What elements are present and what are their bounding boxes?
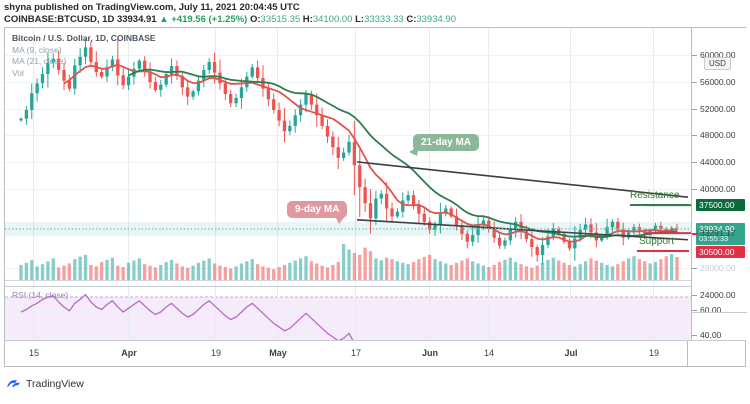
axis-tick xyxy=(692,109,697,110)
annotation-9-day-ma: 9-day MA xyxy=(287,201,348,218)
support-label: Support xyxy=(639,236,675,247)
resistance-price-tag[interactable]: 37500.00 xyxy=(696,199,745,212)
time-axis-label: May xyxy=(269,348,287,358)
rsi-axis-tick xyxy=(692,310,697,311)
price-pane-legend: Bitcoin / U.S. Dollar, 1D, COINBASE MA (… xyxy=(12,33,156,79)
legend-rsi: RSI (14, close) xyxy=(12,290,69,300)
annotation-21-day-ma: 21-day MA xyxy=(413,134,480,151)
brand-label: TradingView xyxy=(26,378,84,390)
current-price-value: 33934.90 xyxy=(699,223,735,234)
price-axis-label: 60000.00 xyxy=(700,50,736,61)
price-axis-label: 28000.00 xyxy=(700,263,736,274)
time-axis-label: 19 xyxy=(648,348,660,358)
time-axis-label: 14 xyxy=(483,348,495,358)
support-axis-marker xyxy=(692,233,698,235)
price-axis[interactable]: 60000.00 56000.00 52000.00 48000.00 44000.00… xyxy=(691,28,747,367)
chart-frame: Bitcoin / U.S. Dollar, 1D, COINBASE MA (… xyxy=(4,27,747,367)
price-change: +419.56 (+1.25%) xyxy=(171,14,248,25)
current-price-tag[interactable]: 33934.90 03:55:33 xyxy=(696,222,745,245)
currency-badge: USD xyxy=(704,57,731,70)
chart-header: shyna published on TradingView.com, July… xyxy=(4,2,746,26)
resistance-label: Resistance xyxy=(630,190,680,201)
legend-ma-fast: MA (9, close) xyxy=(12,44,62,55)
time-axis[interactable]: 15 Apr 19 May 17 Jun 14 Jul 19 xyxy=(4,340,746,367)
time-axis-label: 15 xyxy=(28,348,40,358)
tradingview-logo-icon xyxy=(7,380,20,387)
price-axis-label: 52000.00 xyxy=(700,103,736,114)
last-price: 33934.91 xyxy=(116,14,157,25)
time-axis-label: Jul xyxy=(564,348,578,358)
time-axis-label: 17 xyxy=(350,348,362,358)
quote-line: COINBASE:BTCUSD, 1D 33934.91 ▲ +419.56 (… xyxy=(4,14,746,26)
legend-ma-slow: MA (21, close) xyxy=(12,56,67,66)
low-label: L: xyxy=(355,14,365,25)
symbol-label[interactable]: COINBASE:BTCUSD, 1D xyxy=(4,14,115,25)
high-label: H: xyxy=(302,14,313,25)
price-axis-label: 40000.00 xyxy=(700,183,736,194)
price-axis-label: 24000.00 xyxy=(700,290,736,300)
bar-close-countdown: 03:55:33 xyxy=(699,233,729,243)
legend-title: Bitcoin / U.S. Dollar, 1D, COINBASE xyxy=(12,33,156,43)
rsi-axis-label: 60.00 xyxy=(700,304,722,315)
resistance-underline xyxy=(630,204,688,206)
close-value: 33934.90 xyxy=(416,14,456,25)
rsi-plot[interactable] xyxy=(5,287,691,367)
footer: TradingView xyxy=(6,378,84,390)
high-value: 34100.00 xyxy=(312,14,353,25)
open-label: O: xyxy=(249,14,261,25)
rsi-axis-tick xyxy=(692,335,697,336)
open-value: 33515.35 xyxy=(260,14,301,25)
publication-line: shyna published on TradingView.com, July… xyxy=(4,2,746,14)
price-axis-label: 48000.00 xyxy=(700,130,736,141)
time-axis-divider xyxy=(687,341,688,367)
legend-volume: Vol xyxy=(12,67,24,78)
axis-tick xyxy=(692,55,697,56)
time-axis-label: 19 xyxy=(210,348,222,358)
rsi-axis-label: 40.00 xyxy=(700,329,722,340)
axis-divider xyxy=(692,312,747,313)
close-label: C: xyxy=(406,14,417,25)
price-axis-label: 44000.00 xyxy=(700,156,736,167)
author-name: shyna published on TradingView.com, July… xyxy=(4,2,300,13)
support-underline xyxy=(637,250,689,252)
axis-tick xyxy=(692,189,697,190)
axis-tick xyxy=(692,295,697,296)
pane-divider xyxy=(5,286,691,287)
rsi-pane[interactable]: RSI (14, close) xyxy=(5,287,691,367)
support-price-label: 33291.17 xyxy=(700,228,736,239)
axis-tick xyxy=(692,82,697,83)
price-plot[interactable] xyxy=(5,28,691,286)
axis-tick xyxy=(692,268,697,269)
low-value: 33333.33 xyxy=(364,14,404,25)
low-price-tag[interactable]: 30500.00 xyxy=(696,245,745,258)
axis-tick xyxy=(692,135,697,136)
time-axis-label: Jun xyxy=(421,348,439,358)
price-pane[interactable]: Bitcoin / U.S. Dollar, 1D, COINBASE MA (… xyxy=(5,28,691,286)
change-arrow-icon: ▲ xyxy=(159,14,169,25)
time-axis-label: Apr xyxy=(121,348,137,358)
axis-tick xyxy=(692,162,697,163)
price-axis-label: 56000.00 xyxy=(700,77,736,87)
